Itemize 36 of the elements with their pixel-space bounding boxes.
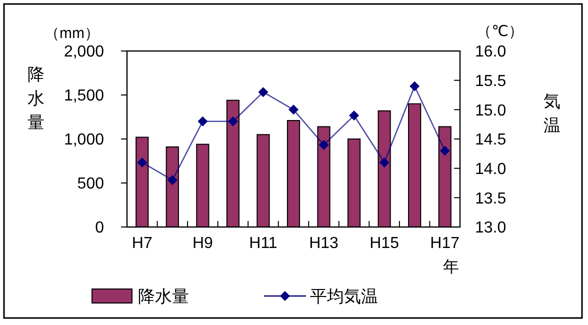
- y2-tick-label: 14.0: [475, 160, 506, 178]
- text: （℃）: [476, 23, 524, 40]
- point: [379, 157, 390, 168]
- x-tick-label: H15: [370, 235, 400, 252]
- legend-label: 平均気温: [310, 286, 378, 306]
- x-tick-label: H7: [132, 235, 152, 252]
- x-tick-label: H9: [192, 235, 214, 252]
- point: [258, 87, 268, 98]
- x-tick-label: H17: [430, 235, 460, 252]
- y2-tick-label: 13.5: [475, 190, 506, 208]
- point: [167, 175, 178, 186]
- y-tick-label: 2,000: [64, 44, 104, 61]
- y2-tick-label: 15.5: [475, 72, 506, 90]
- point: [137, 157, 148, 168]
- y-tick-label: 1,500: [64, 88, 104, 105]
- point: [288, 104, 298, 115]
- legend-label: 降水量: [138, 286, 189, 306]
- x-tick-label: H11: [249, 235, 278, 252]
- y2-tick-label: 14.5: [475, 132, 506, 149]
- y-tick-label: 1,000: [64, 132, 104, 149]
- text: （mm）: [44, 25, 100, 42]
- point: [318, 140, 329, 150]
- y2-tick-label: 13.0: [475, 220, 506, 237]
- y-tick-label: 500: [77, 176, 104, 193]
- y2-tick-label: 16.0: [475, 44, 506, 61]
- y2-tick-label: 15.0: [475, 102, 506, 120]
- point: [440, 146, 450, 156]
- y-axis-title: 降水量: [28, 65, 44, 132]
- x-tick-label: H13: [309, 235, 339, 252]
- x-axis-title: 年: [442, 259, 459, 276]
- point: [349, 110, 360, 121]
- point: [410, 81, 420, 92]
- point: [198, 116, 208, 126]
- y2-axis-title: 気温: [544, 92, 560, 135]
- y-tick-label: 0: [95, 220, 104, 237]
- point: [228, 116, 238, 126]
